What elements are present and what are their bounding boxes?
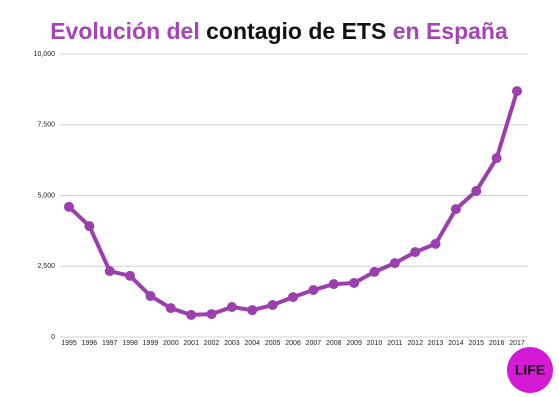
x-tick-label: 2014 xyxy=(448,340,464,347)
point xyxy=(104,266,115,277)
point xyxy=(288,292,298,303)
point xyxy=(410,247,421,258)
y-tick-label: 2,500 xyxy=(37,263,55,270)
x-tick-label: 1997 xyxy=(102,340,118,347)
y-tick-label: 7,500 xyxy=(37,122,55,129)
point xyxy=(491,153,502,164)
title-part: en España xyxy=(393,18,508,44)
point xyxy=(84,221,95,232)
x-tick-label: 2004 xyxy=(244,340,260,347)
logo-badge xyxy=(507,347,553,393)
x-tick-label: 2012 xyxy=(407,340,423,347)
x-tick-label: 2015 xyxy=(468,340,484,347)
logo-text: LIFE xyxy=(515,362,545,378)
x-tick-label: 2006 xyxy=(285,340,301,347)
point xyxy=(64,201,74,212)
x-tick-label: 2016 xyxy=(489,340,505,347)
x-tick-label: 2013 xyxy=(428,340,444,347)
point xyxy=(125,270,136,281)
x-tick-label: 2007 xyxy=(306,340,322,347)
x-tick-label: 1996 xyxy=(82,340,98,347)
point xyxy=(308,285,319,296)
x-tick-label: 2002 xyxy=(204,340,220,347)
point xyxy=(328,279,339,290)
x-tick-label: 2011 xyxy=(387,340,402,347)
point xyxy=(226,302,237,313)
point xyxy=(512,86,522,97)
point xyxy=(369,266,380,277)
y-tick-label: 0 xyxy=(51,334,55,341)
point xyxy=(349,277,360,288)
point xyxy=(389,258,400,269)
x-tick-label: 2000 xyxy=(163,340,179,347)
point xyxy=(206,309,217,320)
y-tick-label: 5,000 xyxy=(37,192,55,199)
point xyxy=(145,290,156,301)
title-part: Evolución del xyxy=(50,18,200,44)
x-tick-label: 2008 xyxy=(326,340,342,347)
y-tick-label: 10,000 xyxy=(34,51,56,58)
x-tick-label: 1999 xyxy=(143,340,159,347)
x-tick-label: 2003 xyxy=(224,340,240,347)
point xyxy=(471,185,482,196)
title-part: contagio de ETS xyxy=(206,18,386,44)
x-tick-label: 2005 xyxy=(265,340,281,347)
x-tick-label: 2001 xyxy=(183,340,199,347)
point xyxy=(450,204,461,215)
point xyxy=(186,309,197,320)
point xyxy=(430,238,441,249)
x-tick-label: 1995 xyxy=(61,340,77,347)
x-tick-label: 2009 xyxy=(346,340,362,347)
x-tick-label: 2010 xyxy=(367,340,383,347)
x-tick-label: 1998 xyxy=(122,340,138,347)
point xyxy=(165,303,176,314)
chart-title: Evolución del contagio de ETS en España xyxy=(50,18,508,44)
point xyxy=(267,300,278,311)
point xyxy=(247,305,258,316)
x-tick-label: 2017 xyxy=(509,340,525,347)
